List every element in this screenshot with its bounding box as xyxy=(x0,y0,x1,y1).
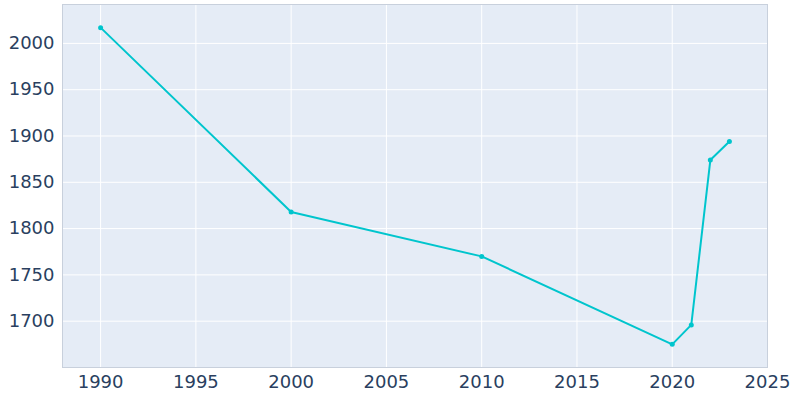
svg-text:2020: 2020 xyxy=(649,371,695,392)
svg-text:2010: 2010 xyxy=(459,371,505,392)
svg-text:1850: 1850 xyxy=(9,171,55,192)
svg-text:2025: 2025 xyxy=(745,371,791,392)
svg-text:1995: 1995 xyxy=(173,371,219,392)
svg-text:1800: 1800 xyxy=(9,217,55,238)
svg-text:1950: 1950 xyxy=(9,78,55,99)
svg-text:1700: 1700 xyxy=(9,310,55,331)
svg-text:2000: 2000 xyxy=(268,371,314,392)
svg-text:1900: 1900 xyxy=(9,125,55,146)
svg-text:1750: 1750 xyxy=(9,264,55,285)
svg-text:1990: 1990 xyxy=(78,371,124,392)
svg-text:2005: 2005 xyxy=(364,371,410,392)
svg-text:2000: 2000 xyxy=(9,32,55,53)
svg-text:2015: 2015 xyxy=(554,371,600,392)
